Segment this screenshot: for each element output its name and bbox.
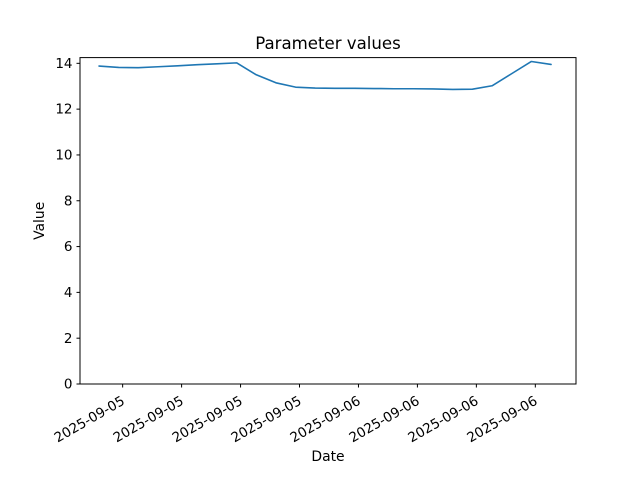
x-axis-label: Date xyxy=(311,449,344,465)
y-axis-label: Value xyxy=(32,202,48,240)
y-tick-label: 12 xyxy=(55,102,72,118)
plot-area-frame xyxy=(79,57,577,385)
x-axis-ticks: 2025-09-052025-09-052025-09-052025-09-05… xyxy=(52,384,540,446)
y-tick-label: 6 xyxy=(64,239,73,255)
y-tick-label: 8 xyxy=(64,193,73,209)
y-tick-label: 14 xyxy=(55,56,72,72)
y-tick-label: 0 xyxy=(64,377,73,393)
y-axis-ticks: 0 2 4 6 8 10 12 14 xyxy=(55,56,80,393)
chart-title: Parameter values xyxy=(255,34,401,53)
y-tick-label: 4 xyxy=(64,285,73,301)
data-series-line xyxy=(98,60,552,91)
y-tick-label: 2 xyxy=(64,331,73,347)
y-tick-label: 10 xyxy=(55,148,72,164)
